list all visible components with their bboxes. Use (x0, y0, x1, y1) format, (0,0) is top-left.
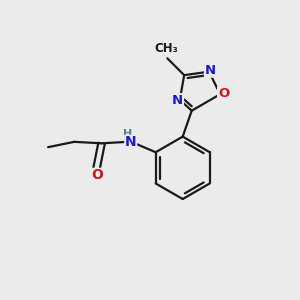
Text: O: O (218, 87, 229, 100)
Text: H: H (123, 129, 132, 140)
Text: CH₃: CH₃ (154, 42, 178, 55)
Text: N: N (205, 64, 216, 77)
Text: N: N (172, 94, 183, 107)
Text: N: N (125, 135, 136, 149)
Text: O: O (91, 168, 103, 182)
